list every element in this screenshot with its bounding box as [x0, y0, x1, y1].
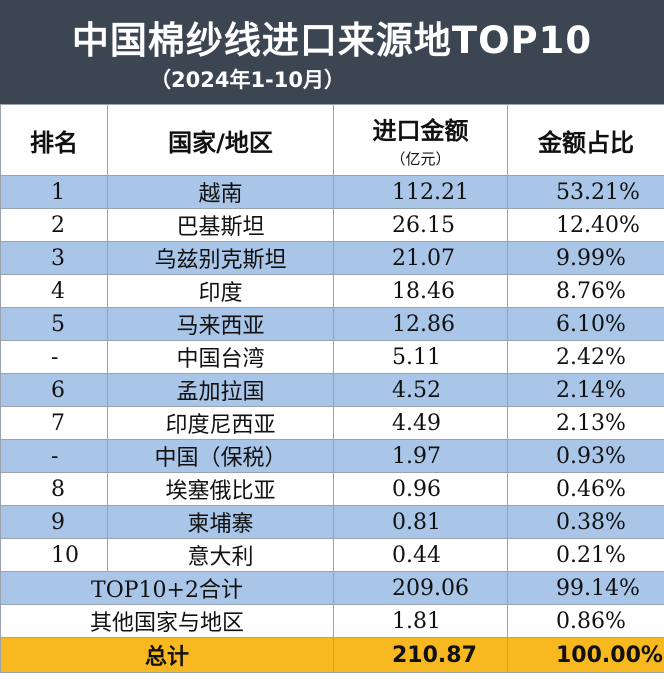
share-cell: 0.46%: [507, 472, 664, 506]
rank-cell: 7: [0, 406, 108, 440]
col-share-header: 金额占比: [507, 104, 664, 176]
share-cell: 9.99%: [507, 241, 664, 275]
region-cell: 印度尼西亚: [107, 406, 334, 440]
amount-cell: 0.81: [333, 505, 508, 539]
amount-cell: 21.07: [333, 241, 508, 275]
rank-cell: -: [0, 439, 108, 473]
amount-cell: 18.46: [333, 274, 508, 308]
share-cell: 8.76%: [507, 274, 664, 308]
top-subtotal-row-amount: 209.06: [333, 571, 508, 605]
amount-cell: 4.52: [333, 373, 508, 407]
import-table: 排名 国家/地区 进口金额 （亿元） 金额占比 1 越南 112.21 53.21% 2…: [0, 104, 664, 673]
table-row: 3 乌兹别克斯坦 21.07 9.99%: [0, 241, 664, 275]
table-row: 7 印度尼西亚 4.49 2.13%: [0, 406, 664, 440]
table-row: - 中国（保税） 1.97 0.93%: [0, 439, 664, 473]
top-subtotal-row-label: TOP10+2合计: [0, 571, 334, 605]
other-row-amount: 1.81: [333, 604, 508, 638]
total-row-share: 100.00%: [507, 637, 664, 673]
region-cell: 柬埔寨: [107, 505, 334, 539]
header-row: 排名 国家/地区 进口金额 （亿元） 金额占比: [0, 104, 664, 176]
col-amount-header: 进口金额 （亿元）: [333, 104, 508, 176]
amount-cell: 4.49: [333, 406, 508, 440]
total-row-amount: 210.87: [333, 637, 508, 673]
region-cell: 马来西亚: [107, 307, 334, 341]
share-cell: 0.93%: [507, 439, 664, 473]
other-row-label: 其他国家与地区: [0, 604, 334, 638]
amount-cell: 26.15: [333, 208, 508, 242]
rank-cell: 3: [0, 241, 108, 275]
region-cell: 意大利: [107, 538, 334, 572]
share-cell: 12.40%: [507, 208, 664, 242]
date-range: （2024年1-10月）: [150, 68, 345, 92]
other-row: 其他国家与地区 1.81 0.86%: [0, 604, 664, 638]
total-row: 总计 210.87 100.00%: [0, 637, 664, 673]
region-cell: 印度: [107, 274, 334, 308]
table-row: 2 巴基斯坦 26.15 12.40%: [0, 208, 664, 242]
share-cell: 0.38%: [507, 505, 664, 539]
share-cell: 0.21%: [507, 538, 664, 572]
amount-cell: 112.21: [333, 175, 508, 209]
col-rank-header: 排名: [0, 104, 108, 176]
amount-cell: 0.44: [333, 538, 508, 572]
region-cell: 孟加拉国: [107, 373, 334, 407]
table-row: 10 意大利 0.44 0.21%: [0, 538, 664, 572]
table-row: - 中国台湾 5.11 2.42%: [0, 340, 664, 374]
col-amount-label: 进口金额: [372, 117, 469, 145]
region-cell: 巴基斯坦: [107, 208, 334, 242]
rank-cell: 10: [0, 538, 108, 572]
amount-cell: 0.96: [333, 472, 508, 506]
table-row: 4 印度 18.46 8.76%: [0, 274, 664, 308]
top-subtotal-row-share: 99.14%: [507, 571, 664, 605]
table-row: 9 柬埔寨 0.81 0.38%: [0, 505, 664, 539]
rank-cell: 8: [0, 472, 108, 506]
rank-cell: 6: [0, 373, 108, 407]
region-cell: 中国台湾: [107, 340, 334, 374]
amount-cell: 5.11: [333, 340, 508, 374]
region-cell: 乌兹别克斯坦: [107, 241, 334, 275]
rank-cell: 5: [0, 307, 108, 341]
region-cell: 埃塞俄比亚: [107, 472, 334, 506]
table-row: 8 埃塞俄比亚 0.96 0.46%: [0, 472, 664, 506]
rank-cell: 2: [0, 208, 108, 242]
share-cell: 2.42%: [507, 340, 664, 374]
region-cell: 越南: [107, 175, 334, 209]
rank-cell: 4: [0, 274, 108, 308]
rank-cell: -: [0, 340, 108, 374]
page-title: 中国棉纱线进口来源地TOP10: [71, 19, 593, 62]
total-row-label: 总计: [0, 637, 334, 673]
table-row: 6 孟加拉国 4.52 2.14%: [0, 373, 664, 407]
amount-cell: 12.86: [333, 307, 508, 341]
rank-cell: 9: [0, 505, 108, 539]
share-cell: 2.14%: [507, 373, 664, 407]
share-cell: 2.13%: [507, 406, 664, 440]
table-row: 1 越南 112.21 53.21%: [0, 175, 664, 209]
rank-cell: 1: [0, 175, 108, 209]
table-body: 1 越南 112.21 53.21% 2 巴基斯坦 26.15 12.40% 3 乌兹别克斯坦 21…: [0, 175, 664, 673]
table-row: 5 马来西亚 12.86 6.10%: [0, 307, 664, 341]
other-row-share: 0.86%: [507, 604, 664, 638]
col-region-header: 国家/地区: [107, 104, 334, 176]
region-cell: 中国（保税）: [107, 439, 334, 473]
amount-cell: 1.97: [333, 439, 508, 473]
share-cell: 6.10%: [507, 307, 664, 341]
share-cell: 53.21%: [507, 175, 664, 209]
col-amount-unit: （亿元）: [390, 150, 451, 168]
title-banner: 中国棉纱线进口来源地TOP10 （2024年1-10月）: [0, 0, 664, 104]
top-subtotal-row: TOP10+2合计 209.06 99.14%: [0, 571, 664, 605]
